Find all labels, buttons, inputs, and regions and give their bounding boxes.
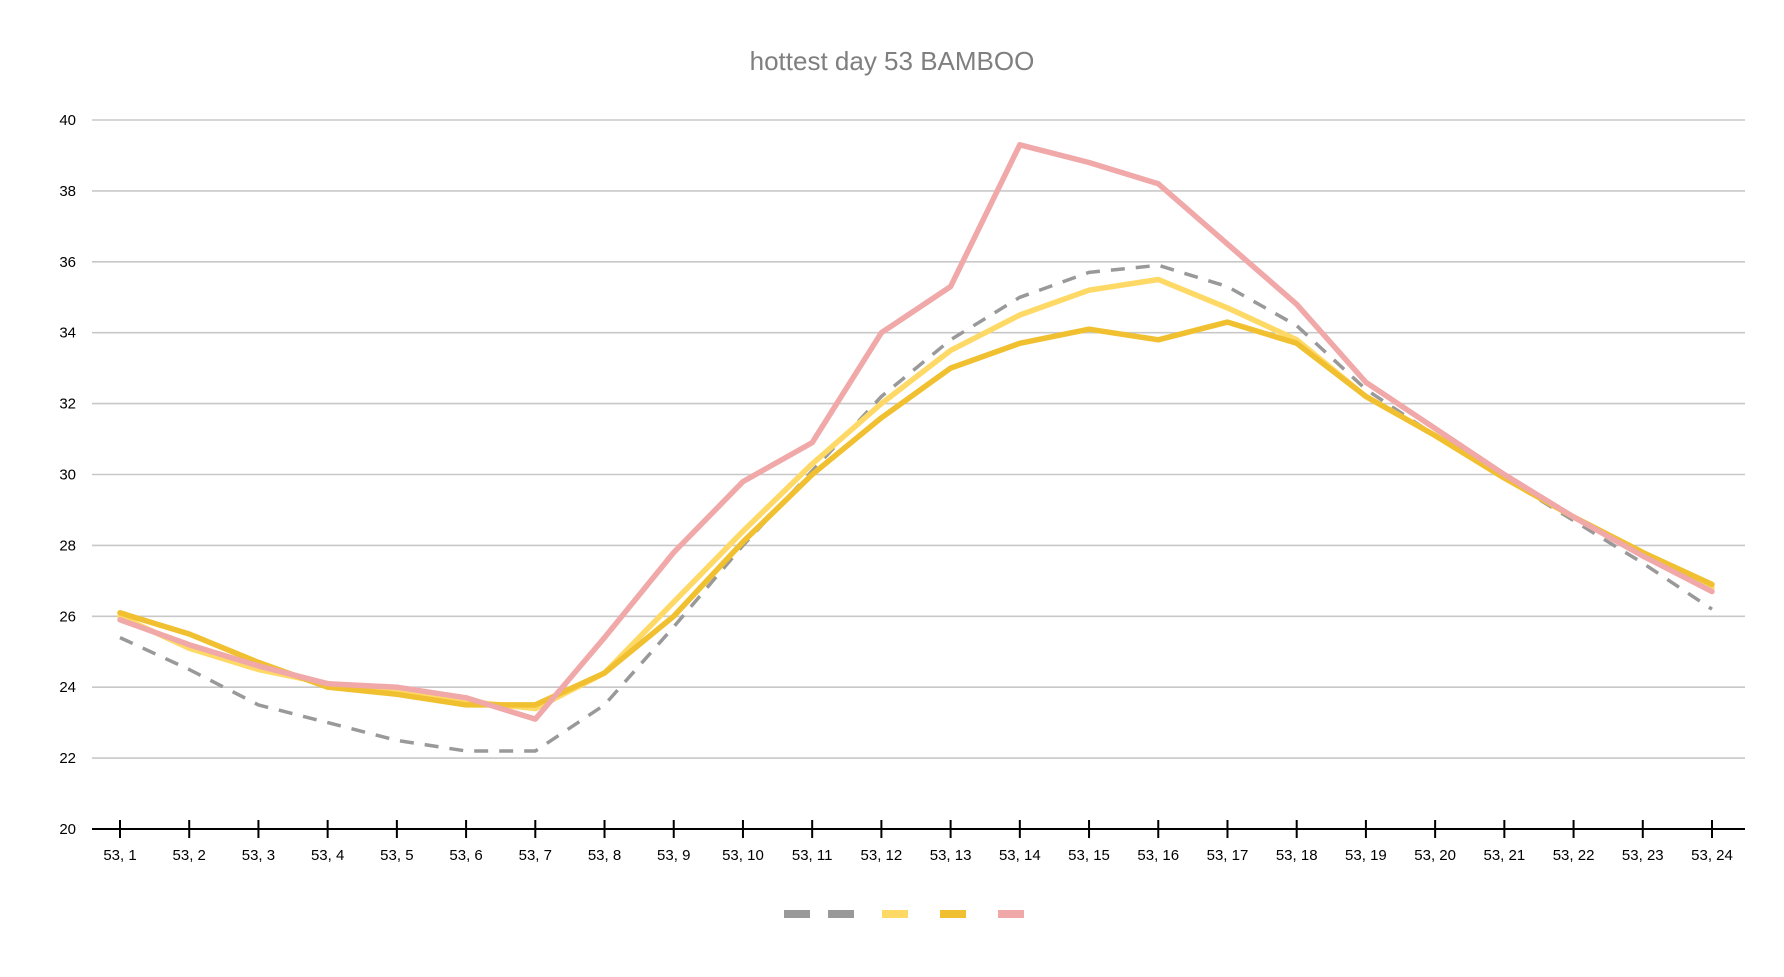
x-tick-label-9: 53, 9 — [657, 847, 690, 864]
y-axis-tick-labels: 20 22 24 26 28 30 32 34 36 38 40 — [59, 112, 76, 838]
y-tick-label-34: 34 — [59, 325, 76, 342]
x-tick-label-18: 53, 18 — [1276, 847, 1318, 864]
x-tick-label-8: 53, 8 — [588, 847, 621, 864]
gridlines — [92, 119, 1745, 759]
y-tick-label-30: 30 — [59, 467, 76, 484]
x-tick-label-2: 53, 2 — [173, 847, 206, 864]
y-tick-label-22: 22 — [59, 750, 76, 767]
x-tick-label-20: 53, 20 — [1414, 847, 1456, 864]
x-tick-label-7: 53, 7 — [519, 847, 552, 864]
series-line-3 — [117, 319, 1715, 708]
x-tick-label-17: 53, 17 — [1207, 847, 1249, 864]
x-tick-label-15: 53, 15 — [1068, 847, 1110, 864]
series-line-1 — [119, 263, 1713, 753]
y-tick-label-26: 26 — [59, 608, 76, 625]
x-tick-label-11: 53, 11 — [792, 847, 833, 864]
y-tick-label-28: 28 — [59, 537, 76, 554]
x-tick-label-13: 53, 13 — [930, 847, 972, 864]
y-tick-label-38: 38 — [59, 183, 76, 200]
x-tick-label-1: 53, 1 — [103, 847, 136, 864]
y-tick-label-20: 20 — [59, 821, 76, 838]
series-lines — [117, 142, 1715, 753]
x-tick-label-22: 53, 22 — [1553, 847, 1595, 864]
x-tick-label-19: 53, 19 — [1345, 847, 1387, 864]
x-tick-label-12: 53, 12 — [861, 847, 903, 864]
series-line-4 — [117, 142, 1715, 722]
x-axis-tick-labels: 53, 1 53, 2 53, 3 53, 4 53, 5 53, 6 53, 7 53, 8… — [103, 847, 1733, 864]
y-tick-label-32: 32 — [59, 396, 76, 413]
y-tick-label-40: 40 — [59, 112, 76, 129]
x-tick-label-16: 53, 16 — [1137, 847, 1179, 864]
x-axis — [92, 820, 1745, 838]
chart-title: hottest day 53 BAMBOO — [750, 46, 1035, 76]
x-tick-label-23: 53, 23 — [1622, 847, 1664, 864]
x-tick-label-6: 53, 6 — [449, 847, 482, 864]
x-tick-label-4: 53, 4 — [311, 847, 344, 864]
x-tick-label-5: 53, 5 — [380, 847, 413, 864]
series-line-2 — [117, 276, 1715, 712]
x-tick-label-14: 53, 14 — [999, 847, 1041, 864]
x-tick-label-21: 53, 21 — [1483, 847, 1525, 864]
x-tick-label-3: 53, 3 — [242, 847, 275, 864]
y-tick-label-36: 36 — [59, 254, 76, 271]
y-tick-label-24: 24 — [59, 679, 76, 696]
x-tick-label-24: 53, 24 — [1691, 847, 1733, 864]
x-tick-label-10: 53, 10 — [722, 847, 764, 864]
